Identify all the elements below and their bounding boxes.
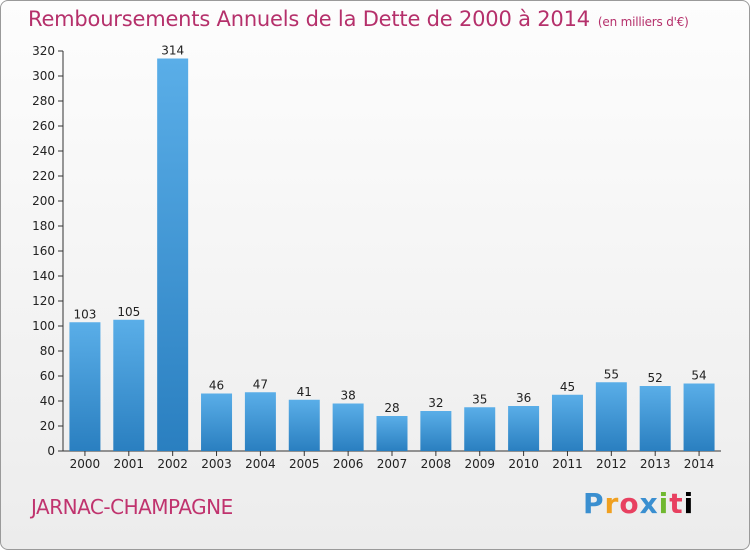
- x-tick-label: 2008: [421, 457, 452, 471]
- bar: [595, 382, 627, 451]
- y-tick-label: 240: [32, 144, 55, 158]
- bar-value-label: 55: [604, 367, 619, 381]
- bar-value-label: 47: [253, 377, 268, 391]
- x-tick-label: 2013: [640, 457, 671, 471]
- chart-unit: (en milliers d'€): [597, 15, 689, 29]
- commune-name: JARNAC-CHAMPAGNE: [31, 495, 233, 519]
- bar: [201, 393, 233, 451]
- bar: [69, 322, 101, 451]
- bar-value-label: 45: [560, 380, 575, 394]
- y-tick-label: 180: [32, 219, 55, 233]
- y-tick-label: 20: [40, 419, 55, 433]
- bar: [376, 416, 408, 451]
- x-tick-label: 2007: [377, 457, 408, 471]
- bar-value-label: 52: [648, 371, 663, 385]
- y-tick-label: 320: [32, 44, 55, 58]
- x-tick-label: 2014: [684, 457, 715, 471]
- y-tick-label: 100: [32, 319, 55, 333]
- x-tick-label: 2001: [114, 457, 145, 471]
- y-tick-label: 0: [47, 444, 55, 458]
- bar: [113, 319, 145, 451]
- bar-value-label: 38: [340, 389, 355, 403]
- x-tick-label: 2009: [464, 457, 495, 471]
- x-tick-label: 2011: [552, 457, 583, 471]
- x-tick-label: 2010: [508, 457, 539, 471]
- bar-value-label: 46: [209, 379, 224, 393]
- bar: [639, 386, 671, 451]
- y-tick-label: 200: [32, 194, 55, 208]
- x-tick-label: 2004: [245, 457, 276, 471]
- bar: [288, 399, 320, 451]
- bar: [508, 406, 540, 451]
- bar: [244, 392, 276, 451]
- x-tick-label: 2002: [157, 457, 188, 471]
- bar-value-label: 35: [472, 392, 487, 406]
- x-tick-label: 2012: [596, 457, 627, 471]
- y-tick-label: 220: [32, 169, 55, 183]
- bar-value-label: 314: [161, 44, 184, 58]
- y-tick-label: 120: [32, 294, 55, 308]
- bar: [332, 403, 364, 451]
- bar: [157, 58, 189, 451]
- bar-value-label: 32: [428, 396, 443, 410]
- x-tick-label: 2000: [70, 457, 101, 471]
- bar-value-label: 54: [691, 369, 706, 383]
- bar: [464, 407, 496, 451]
- x-tick-label: 2003: [201, 457, 232, 471]
- bar: [420, 411, 452, 451]
- y-tick-label: 260: [32, 119, 55, 133]
- x-axis: 2000 2001 2002 2003 2004 2005 2006 2007 2008 2009…: [63, 450, 721, 471]
- x-tick-label: 2006: [333, 457, 364, 471]
- data-labels: 103 105 314 46 47 41 38 28 32 35 36 45 55 52 54: [73, 44, 706, 416]
- bar-value-label: 36: [516, 391, 531, 405]
- y-tick-label: 140: [32, 269, 55, 283]
- bar-value-label: 28: [384, 401, 399, 415]
- proxiti-logo: Proxiti: [583, 487, 695, 520]
- bar-value-label: 41: [297, 385, 312, 399]
- y-tick-label: 160: [32, 244, 55, 258]
- y-tick-label: 300: [32, 69, 55, 83]
- bars: [69, 58, 715, 451]
- bar-value-label: 105: [117, 305, 140, 319]
- y-axis: 0 20 40 60 80 100 120 140 160 180 200 220 240 260 280 3…: [32, 44, 64, 458]
- chart-title: Remboursements Annuels de la Dette de 20…: [28, 7, 689, 31]
- bar-value-label: 103: [73, 307, 96, 321]
- y-tick-label: 280: [32, 94, 55, 108]
- y-tick-label: 60: [40, 369, 55, 383]
- bar: [683, 383, 715, 451]
- chart-title-text: Remboursements Annuels de la Dette de 20…: [28, 7, 590, 31]
- y-tick-label: 80: [40, 344, 55, 358]
- x-tick-label: 2005: [289, 457, 320, 471]
- y-tick-label: 40: [40, 394, 55, 408]
- bar: [551, 394, 583, 451]
